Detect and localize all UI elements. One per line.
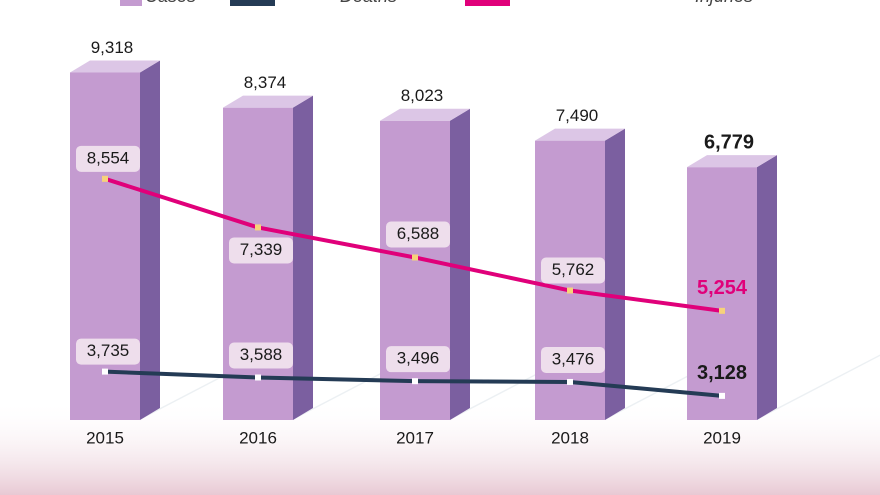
bar-value-label: 7,490: [556, 106, 599, 125]
x-tick-label: 2017: [396, 428, 434, 447]
bar-value-label: 8,023: [401, 86, 444, 105]
bar-shadow: [757, 354, 880, 420]
bar-top: [380, 108, 470, 121]
bar: [70, 72, 140, 420]
line-value-label: 3,476: [552, 349, 595, 368]
bar-value-label: 6,779: [704, 131, 754, 153]
legend-swatch: [465, 0, 510, 6]
line-value-label: 3,735: [87, 341, 130, 360]
bar-side: [140, 60, 160, 420]
bar-top: [687, 155, 777, 168]
bar-top: [223, 95, 313, 108]
x-tick-label: 2018: [551, 428, 589, 447]
legend-label: Cases: [145, 0, 196, 6]
x-tick-label: 2016: [239, 428, 277, 447]
line-value-label: 5,254: [697, 277, 748, 299]
bar: [687, 167, 757, 420]
bar-side: [605, 128, 625, 421]
label-box: [229, 342, 293, 369]
bar-side: [450, 108, 470, 421]
label-box: [76, 338, 140, 365]
line-value-label: 5,762: [552, 260, 595, 279]
bar: [223, 107, 293, 420]
label-box: [386, 346, 450, 373]
point: [255, 374, 261, 381]
label-box: [229, 237, 293, 264]
label-box: [386, 221, 450, 248]
x-tick-label: 2015: [86, 428, 124, 447]
line-value-label: 3,128: [697, 362, 747, 384]
legend-label: Deaths: [340, 0, 397, 6]
point: [412, 378, 418, 385]
bar-side: [293, 95, 313, 420]
point: [719, 392, 725, 399]
bar: [380, 120, 450, 421]
line-value-label: 8,554: [87, 148, 130, 167]
point: [255, 224, 261, 231]
line-value-label: 7,339: [240, 240, 283, 259]
x-tick-label: 2019: [703, 428, 741, 447]
line-value-label: 3,496: [397, 349, 440, 368]
point: [102, 175, 108, 182]
point: [412, 254, 418, 261]
bar-value-label: 9,318: [91, 38, 134, 57]
label-box: [541, 257, 605, 284]
bar-top: [70, 60, 160, 73]
line-value-label: 6,588: [397, 224, 440, 243]
bar-side: [757, 155, 777, 420]
legend-swatch: [230, 0, 275, 6]
point: [567, 287, 573, 294]
point: [719, 307, 725, 314]
bar-top: [535, 128, 625, 141]
label-box: [76, 145, 140, 172]
point: [102, 368, 108, 375]
bar-value-label: 8,374: [244, 73, 287, 92]
point: [567, 378, 573, 385]
legend-swatch: [120, 0, 142, 6]
label-box: [541, 346, 605, 373]
line-value-label: 3,588: [240, 345, 283, 364]
legend-label: Injuries: [695, 0, 753, 6]
